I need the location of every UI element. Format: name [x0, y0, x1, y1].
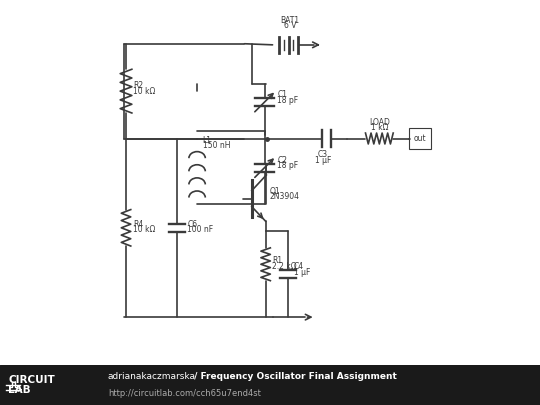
Text: 100 nF: 100 nF	[187, 225, 213, 234]
Text: 2N3904: 2N3904	[269, 192, 299, 201]
Text: 1 kΩ: 1 kΩ	[370, 123, 388, 132]
Text: C1: C1	[278, 90, 287, 99]
Text: / Frequency Oscillator Final Assignment: / Frequency Oscillator Final Assignment	[191, 372, 396, 381]
Text: 1 μF: 1 μF	[294, 268, 310, 277]
Text: 10 kΩ: 10 kΩ	[133, 225, 156, 234]
Text: 150 nH: 150 nH	[202, 141, 230, 150]
Text: 10 kΩ: 10 kΩ	[133, 87, 156, 96]
Text: out: out	[414, 134, 427, 143]
Text: R2: R2	[133, 81, 144, 90]
Text: C4: C4	[294, 262, 304, 271]
Text: C3: C3	[318, 150, 328, 160]
Text: http://circuitlab.com/cch65u7end4st: http://circuitlab.com/cch65u7end4st	[108, 389, 261, 398]
Text: BAT1: BAT1	[280, 16, 300, 25]
Text: adrianakaczmarska: adrianakaczmarska	[108, 372, 196, 381]
Text: C2: C2	[278, 156, 287, 165]
Text: 1 μF: 1 μF	[315, 156, 331, 165]
Text: R1: R1	[272, 256, 282, 265]
Text: LAB: LAB	[8, 385, 31, 394]
FancyBboxPatch shape	[409, 128, 431, 149]
Text: C6: C6	[187, 220, 198, 229]
Text: Q1: Q1	[269, 187, 280, 196]
Text: 18 pF: 18 pF	[278, 96, 299, 105]
Text: R4: R4	[133, 220, 144, 229]
Text: LOAD: LOAD	[369, 117, 390, 127]
Text: 2.2 kΩ: 2.2 kΩ	[272, 262, 297, 271]
Text: L1: L1	[202, 136, 212, 145]
Text: 6 V: 6 V	[284, 21, 296, 30]
Text: 18 pF: 18 pF	[278, 161, 299, 171]
Text: CIRCUIT: CIRCUIT	[8, 375, 55, 385]
